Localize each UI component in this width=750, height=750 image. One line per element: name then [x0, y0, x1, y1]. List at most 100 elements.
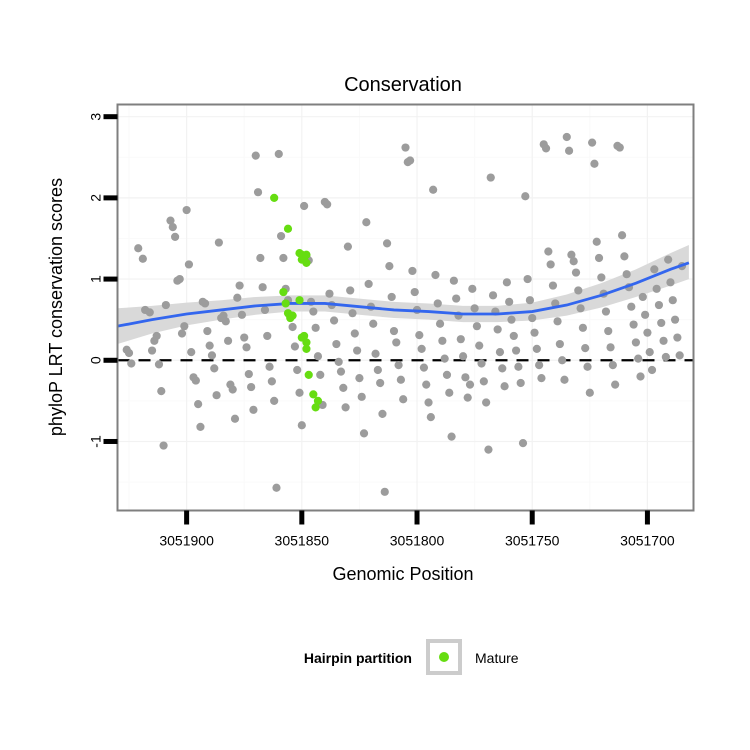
data-point[interactable]: [415, 331, 424, 340]
legend[interactable]: Hairpin partition Mature: [304, 639, 519, 675]
data-point[interactable]: [484, 445, 493, 454]
data-point[interactable]: [247, 382, 256, 392]
data-point[interactable]: [274, 149, 283, 159]
data-point[interactable]: [541, 144, 551, 153]
data-point[interactable]: [295, 296, 304, 305]
data-point[interactable]: [329, 316, 339, 325]
data-point[interactable]: [353, 346, 362, 355]
data-point[interactable]: [650, 265, 659, 274]
data-point[interactable]: [661, 352, 670, 362]
data-point[interactable]: [302, 258, 311, 267]
data-point[interactable]: [300, 331, 309, 341]
data-point[interactable]: [498, 364, 507, 373]
data-point[interactable]: [200, 299, 210, 308]
data-point[interactable]: [228, 385, 237, 394]
data-point[interactable]: [486, 173, 495, 182]
data-point[interactable]: [495, 348, 505, 357]
data-point[interactable]: [569, 257, 578, 266]
data-point[interactable]: [214, 238, 223, 247]
data-point[interactable]: [223, 336, 233, 345]
data-point[interactable]: [297, 421, 306, 430]
data-point[interactable]: [235, 281, 244, 290]
data-point[interactable]: [488, 291, 498, 300]
data-point[interactable]: [641, 310, 650, 319]
data-point[interactable]: [604, 326, 613, 336]
data-point[interactable]: [302, 344, 311, 354]
data-point[interactable]: [357, 392, 366, 401]
data-point[interactable]: [376, 378, 385, 388]
data-point[interactable]: [594, 253, 604, 263]
data-point[interactable]: [468, 284, 477, 293]
data-point[interactable]: [348, 309, 357, 318]
data-point[interactable]: [237, 310, 247, 319]
data-point[interactable]: [440, 354, 449, 363]
data-point[interactable]: [645, 348, 654, 357]
data-point[interactable]: [302, 338, 311, 347]
data-point[interactable]: [290, 342, 300, 351]
data-point[interactable]: [670, 315, 680, 324]
data-point[interactable]: [567, 250, 576, 259]
data-point[interactable]: [364, 279, 373, 289]
data-point[interactable]: [355, 374, 364, 383]
data-point[interactable]: [124, 348, 134, 358]
data-point[interactable]: [664, 255, 673, 264]
data-point[interactable]: [138, 254, 147, 263]
data-point[interactable]: [300, 201, 309, 211]
data-point[interactable]: [606, 343, 615, 352]
data-point[interactable]: [253, 188, 263, 197]
data-point[interactable]: [187, 348, 196, 357]
data-point[interactable]: [675, 351, 684, 360]
data-point[interactable]: [647, 365, 657, 375]
data-point[interactable]: [362, 218, 371, 227]
data-point[interactable]: [659, 336, 668, 345]
scatter-points-other[interactable]: [122, 132, 687, 496]
data-point[interactable]: [207, 351, 217, 360]
data-point[interactable]: [629, 320, 638, 329]
data-point[interactable]: [145, 308, 154, 317]
data-point[interactable]: [336, 367, 346, 376]
data-point[interactable]: [288, 311, 297, 320]
data-point[interactable]: [295, 388, 304, 397]
data-point[interactable]: [472, 322, 482, 331]
data-point[interactable]: [244, 369, 253, 379]
scatter-points-mature[interactable]: [270, 193, 323, 412]
data-point[interactable]: [537, 374, 546, 383]
data-point[interactable]: [276, 231, 286, 241]
data-point[interactable]: [571, 268, 581, 277]
data-point[interactable]: [350, 329, 359, 338]
data-point[interactable]: [611, 380, 620, 389]
data-point[interactable]: [507, 315, 516, 324]
data-point[interactable]: [452, 294, 461, 303]
data-point[interactable]: [157, 387, 166, 396]
data-point[interactable]: [263, 331, 272, 341]
data-point[interactable]: [175, 274, 184, 284]
data-point[interactable]: [343, 242, 352, 251]
data-point[interactable]: [212, 391, 221, 400]
data-point[interactable]: [410, 287, 419, 297]
data-point[interactable]: [240, 333, 249, 342]
data-point[interactable]: [433, 299, 442, 308]
data-point[interactable]: [535, 361, 544, 370]
data-point[interactable]: [463, 393, 472, 402]
data-point[interactable]: [408, 266, 417, 276]
data-point[interactable]: [325, 289, 334, 298]
data-point[interactable]: [548, 281, 558, 290]
data-point[interactable]: [196, 422, 205, 431]
data-point[interactable]: [265, 362, 274, 371]
data-point[interactable]: [521, 192, 530, 201]
data-point[interactable]: [191, 376, 200, 385]
data-point[interactable]: [230, 414, 240, 423]
data-point[interactable]: [373, 365, 382, 375]
data-point[interactable]: [518, 439, 528, 448]
data-point[interactable]: [311, 323, 320, 332]
data-point[interactable]: [459, 352, 468, 361]
data-point[interactable]: [601, 307, 611, 316]
data-point[interactable]: [511, 346, 521, 355]
data-point[interactable]: [281, 299, 290, 308]
data-point[interactable]: [553, 317, 562, 326]
data-point[interactable]: [159, 441, 168, 450]
data-point[interactable]: [456, 335, 465, 344]
data-point[interactable]: [171, 232, 180, 241]
data-point[interactable]: [558, 356, 567, 365]
